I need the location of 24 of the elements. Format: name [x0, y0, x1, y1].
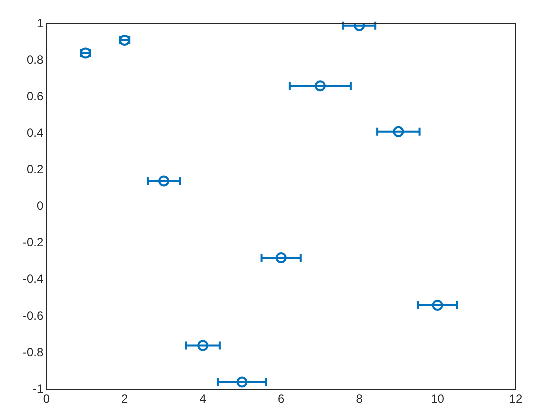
point	[236, 376, 248, 388]
x-tick-label: 12	[509, 392, 523, 406]
point	[432, 300, 444, 312]
x-tick-label: 8	[356, 392, 364, 406]
point	[276, 252, 287, 264]
point	[198, 340, 209, 352]
y-tick-label: 0.8	[26, 52, 44, 67]
y-tick-label: 0.2	[26, 162, 44, 177]
y-tick-label: -1	[33, 382, 44, 396]
x-tick-label: 2	[122, 392, 129, 406]
point	[314, 80, 326, 92]
y-tick-label: -0.6	[22, 308, 44, 323]
y-tick-label: 0.6	[26, 89, 44, 104]
x-tick-label: 6	[278, 392, 285, 406]
y-tick-label: -0.4	[22, 272, 44, 286]
y-tick-label: 1	[36, 16, 44, 30]
point	[158, 176, 170, 187]
x-tick-label: 10	[431, 392, 445, 406]
x-tick-label: 4	[200, 392, 207, 406]
y-tick-label: -0.2	[22, 236, 44, 250]
y-tick-label: 0.4	[26, 126, 44, 140]
point	[393, 126, 404, 138]
y-tick-label: 0	[36, 199, 44, 214]
y-tick-label: -0.8	[22, 345, 44, 360]
